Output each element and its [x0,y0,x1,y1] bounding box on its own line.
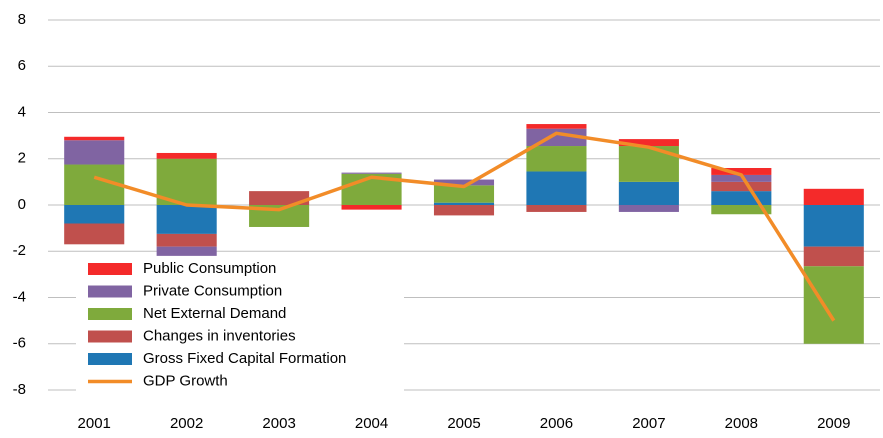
bar-segment [711,205,772,215]
bar-segment [618,139,679,147]
y-tick-label: 4 [18,103,26,120]
bar-segment [526,205,587,212]
bar-segment [711,174,772,182]
x-tick-label: 2002 [170,415,203,432]
bar-segment [249,191,310,205]
legend-swatch [88,330,132,343]
legend-box [76,256,404,394]
y-tick-label: -6 [13,335,26,352]
x-tick-label: 2006 [540,415,573,432]
bar-segment [156,205,217,234]
legend-swatch [88,263,132,275]
bar-segment [64,205,125,224]
bar-segment [433,185,495,203]
y-tick-label: -2 [13,242,26,259]
bar-segment [64,136,125,141]
x-tick-label: 2004 [355,415,388,432]
y-tick-label: 6 [18,57,26,74]
legend-label: Net External Demand [143,305,286,322]
x-tick-label: 2009 [817,415,850,432]
legend-label: Gross Fixed Capital Formation [143,350,346,367]
y-tick-label: 2 [18,150,26,167]
x-tick-label: 2005 [447,415,480,432]
legend-label: Public Consumption [143,260,276,277]
bar-segment [156,152,217,159]
bar-segment [711,181,772,192]
bar-segment [433,179,495,186]
bar-segment [64,223,125,245]
legend-swatch [88,353,132,365]
x-tick-label: 2001 [78,415,111,432]
legend: Public Consumption Private Consumption Net… [76,256,404,394]
bar-segment [803,205,864,247]
bar-segment [341,205,402,210]
bar-segment [526,124,587,129]
bar-segment [618,205,679,212]
bar-segment [803,266,864,344]
bar-segment [526,171,587,205]
y-tick-label: 8 [18,11,26,28]
bar-segment [341,172,402,174]
legend-swatch [88,285,132,298]
bar-segment [618,146,679,182]
bar-segment [803,188,864,205]
bar-segment [156,233,217,247]
legend-label: GDP Growth [143,372,228,389]
legend-label: Changes in inventories [143,327,296,344]
bar-segment [711,191,772,205]
bar-segment [711,168,772,175]
bar-segment [526,146,587,172]
line [93,131,836,322]
bar-segment [433,202,495,205]
y-tick-label: -4 [13,288,26,305]
legend-swatch [88,308,132,320]
bar-segment [803,246,864,267]
y-tick-label: -8 [13,381,26,398]
x-tick-label: 2007 [632,415,665,432]
bar-segment [64,140,125,165]
bar-segment [618,181,679,205]
y-tick-label: 0 [18,196,26,213]
x-tick-label: 2008 [725,415,758,432]
bar-segment [156,246,217,256]
bar-segment [433,205,495,216]
legend-label: Private Consumption [143,282,282,299]
x-tick-label: 2003 [262,415,295,432]
